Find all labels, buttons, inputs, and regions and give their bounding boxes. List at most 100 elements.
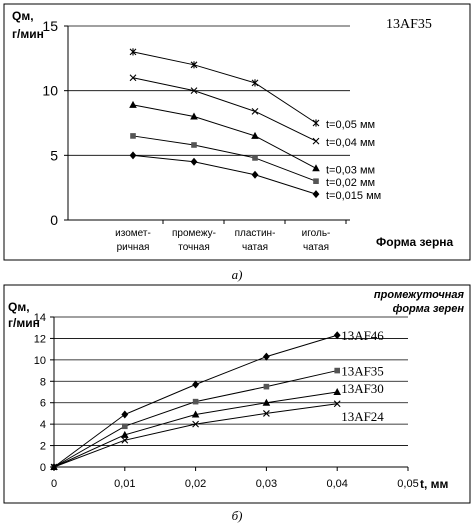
chart-a: 0 5 10 15 изомет-ричная промежу-точная пласти…	[3, 3, 471, 261]
chart-a-y-tick-labels: 0 5 10 15	[42, 18, 58, 228]
chart-a-point	[251, 107, 259, 115]
chart-b-point	[333, 400, 341, 408]
chart-a-series-line	[132, 51, 317, 124]
chart-a-point	[312, 164, 320, 172]
chart-b-note-line1: промежуточная	[374, 289, 465, 301]
chart-a-point	[190, 112, 198, 120]
chart-b-ylabel: Qм,	[8, 300, 30, 314]
chart-a-series-label: t=0,05 мм	[326, 119, 375, 131]
chart-b-y-tick-label: 14	[34, 312, 46, 324]
chart-b-series-x	[50, 400, 341, 471]
chart-a-x-tick-labels: изомет-ричная промежу-точная пластин-чатая…	[115, 220, 347, 253]
chart-a-xlabel: Форма зерна	[376, 235, 454, 249]
chart-a-x-tick-label-line2: точная	[178, 242, 210, 253]
chart-b-x-tick-label: 0	[51, 478, 57, 490]
chart-a-point	[191, 142, 197, 148]
chart-a-series-line	[132, 154, 317, 195]
chart-a-point	[251, 170, 259, 179]
chart-a-y-tick-label: 5	[50, 147, 58, 163]
chart-b-point	[121, 430, 129, 438]
chart-b-y-tick-labels: 0 2 4 6 8 10 12 14	[34, 312, 46, 474]
chart-b-series-label: 13AF30	[341, 381, 384, 396]
chart-a-point	[252, 155, 258, 161]
chart-b-point	[192, 420, 199, 428]
chart-a-x-tick-label-line2: чатая	[242, 242, 268, 253]
chart-b-y-tick-label: 6	[40, 398, 46, 410]
chart-b-point	[192, 380, 199, 389]
chart-a-point	[312, 190, 320, 199]
chart-a-y-tick-label: 15	[42, 18, 58, 34]
chart-a-series-line	[132, 135, 317, 182]
chart-b-xlabel: t, мм	[420, 477, 449, 491]
chart-b-series-label: 13AF46	[341, 328, 384, 343]
chart-a-point	[129, 74, 137, 82]
chart-a-point	[312, 137, 320, 145]
chart-a-series-x	[129, 74, 320, 145]
chart-b-x-tick-label: 0,04	[326, 478, 347, 490]
chart-a-series-line	[132, 77, 317, 142]
chart-a-point	[312, 119, 320, 127]
chart-a-point	[129, 48, 137, 56]
caption-b: б)	[232, 508, 243, 523]
chart-a-series-label: t=0,04 мм	[326, 137, 375, 149]
chart-a-series-label: t=0,03 мм	[326, 164, 375, 176]
chart-a-series-triangle	[129, 100, 320, 172]
chart-a-x-tick-label-line2: чатая	[303, 242, 329, 253]
caption-a: а)	[232, 267, 243, 282]
chart-b-ylabel-unit: г/мин	[8, 316, 40, 330]
chart-b-y-tick-label: 8	[40, 376, 46, 388]
chart-b-point	[263, 410, 270, 417]
chart-a-series-labels: t=0,05 мм t=0,04 мм t=0,03 ммt=0,02 ммt=0,…	[326, 119, 381, 202]
chart-a-material-label: 13AF35	[386, 17, 432, 32]
chart-b-point	[50, 463, 58, 471]
chart-a-point	[251, 131, 259, 139]
chart-a-series-square	[130, 133, 319, 184]
chart-b-series-labels: 13AF46 13AF35 13AF30 13AF24	[341, 328, 384, 424]
chart-b-point	[263, 352, 270, 361]
chart-a-frame	[3, 3, 471, 261]
chart-b-x-tick-label: 0,03	[256, 478, 277, 490]
chart-b-y-tick-label: 2	[40, 441, 46, 453]
chart-b-point	[263, 383, 270, 390]
chart-a-series-star	[129, 48, 320, 127]
chart-a-point	[313, 178, 319, 184]
chart-a-point	[130, 133, 136, 139]
chart-b: 0 2 4 6 8 10 12 14 0 0,01 0,02 0,03 0,04 0,05 13AF46…	[3, 284, 471, 504]
chart-a-x-tick-label-line2: ричная	[117, 242, 150, 253]
chart-b-y-tick-label: 10	[34, 355, 46, 367]
chart-b-gridlines	[50, 316, 408, 468]
chart-a-gridlines	[64, 25, 350, 221]
chart-b-x-tick-label: 0,05	[397, 478, 418, 490]
chart-b-point	[262, 398, 271, 406]
chart-b-series	[50, 331, 341, 471]
chart-a-series-diamond	[129, 151, 320, 199]
chart-a-x-tick-label: иголь-	[302, 228, 331, 239]
chart-b-x-tick-label: 0,01	[114, 478, 135, 490]
chart-a-x-tick-label: промежу-	[172, 228, 216, 239]
chart-b-y-tick-label: 12	[34, 333, 46, 345]
chart-b-point	[121, 436, 129, 444]
chart-b-series-label: 13AF24	[341, 409, 384, 424]
chart-a-series-label: t=0,015 мм	[326, 190, 381, 202]
chart-a-y-tick-label: 10	[42, 83, 58, 99]
chart-b-note-line2: форма зерен	[393, 303, 465, 315]
chart-a-x-tick-label: пластин-	[235, 228, 276, 239]
chart-a-y-tick-label: 0	[50, 212, 58, 228]
chart-b-series-diamond	[50, 331, 341, 471]
chart-b-x-tick-labels: 0 0,01 0,02 0,03 0,04 0,05	[51, 467, 419, 490]
chart-b-point	[191, 410, 200, 418]
chart-b-y-tick-label: 4	[40, 419, 46, 431]
chart-a-series	[129, 48, 320, 199]
chart-b-series-label: 13AF35	[341, 364, 384, 379]
chart-b-point	[333, 388, 341, 395]
chart-a-series-line	[132, 104, 317, 169]
chart-b-point	[192, 398, 199, 405]
chart-a-series-label: t=0,02 мм	[326, 177, 375, 189]
chart-a-ylabel-unit: г/мин	[12, 27, 44, 41]
chart-a-x-tick-label: изомет-	[115, 228, 151, 239]
chart-b-y-tick-label: 0	[40, 462, 46, 474]
chart-a-point	[190, 61, 198, 69]
chart-b-frame	[3, 284, 471, 504]
chart-b-point	[121, 410, 129, 419]
